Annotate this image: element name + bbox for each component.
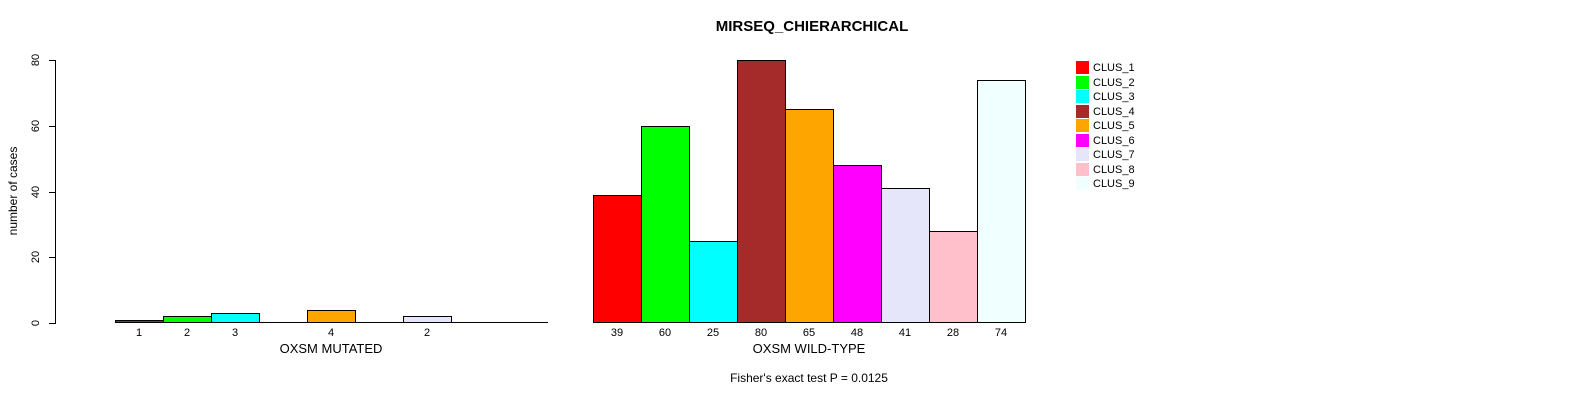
legend-label: CLUS_5 xyxy=(1093,120,1135,133)
legend-label: CLUS_3 xyxy=(1093,91,1135,104)
zero-bar-clus_6-mutated xyxy=(355,322,404,323)
bar-clus_2-mutated xyxy=(163,316,212,323)
y-tick-mark xyxy=(49,192,55,193)
legend-label: CLUS_6 xyxy=(1093,134,1135,147)
legend-label: CLUS_9 xyxy=(1093,178,1135,191)
zero-bar-clus_9-mutated xyxy=(499,322,548,323)
bar-value-label: 2 xyxy=(423,327,431,339)
bar-clus_7-mutated xyxy=(403,316,452,323)
bar-value-label: 74 xyxy=(994,327,1008,339)
bar-clus_3-wild-type xyxy=(689,240,738,323)
bar-value-label: 2 xyxy=(183,327,191,339)
bar-value-label: 60 xyxy=(658,327,672,339)
legend-color-swatch xyxy=(1076,75,1089,89)
bar-value-label: 28 xyxy=(946,327,960,339)
y-tick-label: 80 xyxy=(30,53,42,67)
y-axis-title: number of cases xyxy=(6,146,20,236)
bar-clus_6-wild-type xyxy=(833,165,882,323)
y-tick-mark xyxy=(49,323,55,324)
y-tick-mark xyxy=(49,257,55,258)
legend-label: CLUS_1 xyxy=(1093,62,1135,74)
bar-value-label: 39 xyxy=(610,327,624,339)
bar-clus_4-wild-type xyxy=(737,60,786,323)
bar-clus_1-wild-type xyxy=(593,194,642,323)
legend-color-swatch xyxy=(1076,148,1089,162)
bar-value-label: 41 xyxy=(898,327,912,339)
legend-color-swatch xyxy=(1076,162,1089,176)
bar-value-label: 3 xyxy=(231,327,239,339)
bar-value-label: 80 xyxy=(754,327,768,339)
y-tick-label: 60 xyxy=(30,119,42,133)
bar-value-label: 48 xyxy=(850,327,864,339)
bar-clus_1-mutated xyxy=(115,319,164,323)
bar-clus_5-wild-type xyxy=(785,109,834,323)
legend-label: CLUS_2 xyxy=(1093,76,1135,89)
bar-clus_7-wild-type xyxy=(881,188,930,323)
y-axis-line xyxy=(55,60,56,324)
y-tick-mark xyxy=(49,60,55,61)
x-axis-label-mutated: OXSM MUTATED xyxy=(279,341,383,356)
x-axis-label-wild-type: OXSM WILD-TYPE xyxy=(752,341,866,356)
bar-clus_3-mutated xyxy=(211,313,260,323)
legend-color-swatch xyxy=(1076,104,1089,118)
bar-value-label: 4 xyxy=(327,327,335,339)
zero-bar-clus_4-mutated xyxy=(259,322,308,323)
legend-color-swatch xyxy=(1076,133,1089,147)
legend-label: CLUS_7 xyxy=(1093,149,1135,162)
y-tick-label: 20 xyxy=(30,250,42,264)
legend-label: CLUS_4 xyxy=(1093,105,1135,118)
bar-clus_2-wild-type xyxy=(641,125,690,323)
legend-color-swatch xyxy=(1076,119,1089,133)
bar-value-label: 1 xyxy=(135,327,143,339)
legend-color-swatch xyxy=(1076,177,1089,191)
bar-clus_9-wild-type xyxy=(977,79,1026,323)
y-tick-label: 0 xyxy=(30,319,42,327)
bar-clus_5-mutated xyxy=(307,309,356,323)
zero-bar-clus_8-mutated xyxy=(451,322,500,323)
y-tick-label: 40 xyxy=(30,185,42,199)
chart-title: MIRSEQ_CHIERARCHICAL xyxy=(715,18,909,35)
y-tick-mark xyxy=(49,126,55,127)
legend-color-swatch xyxy=(1076,90,1089,104)
bar-value-label: 25 xyxy=(706,327,720,339)
fisher-test-note: Fisher's exact test P = 0.0125 xyxy=(730,371,888,385)
bar-value-label: 65 xyxy=(802,327,816,339)
bar-clus_8-wild-type xyxy=(929,230,978,323)
legend-label: CLUS_8 xyxy=(1093,163,1135,176)
legend-color-swatch xyxy=(1076,61,1089,74)
